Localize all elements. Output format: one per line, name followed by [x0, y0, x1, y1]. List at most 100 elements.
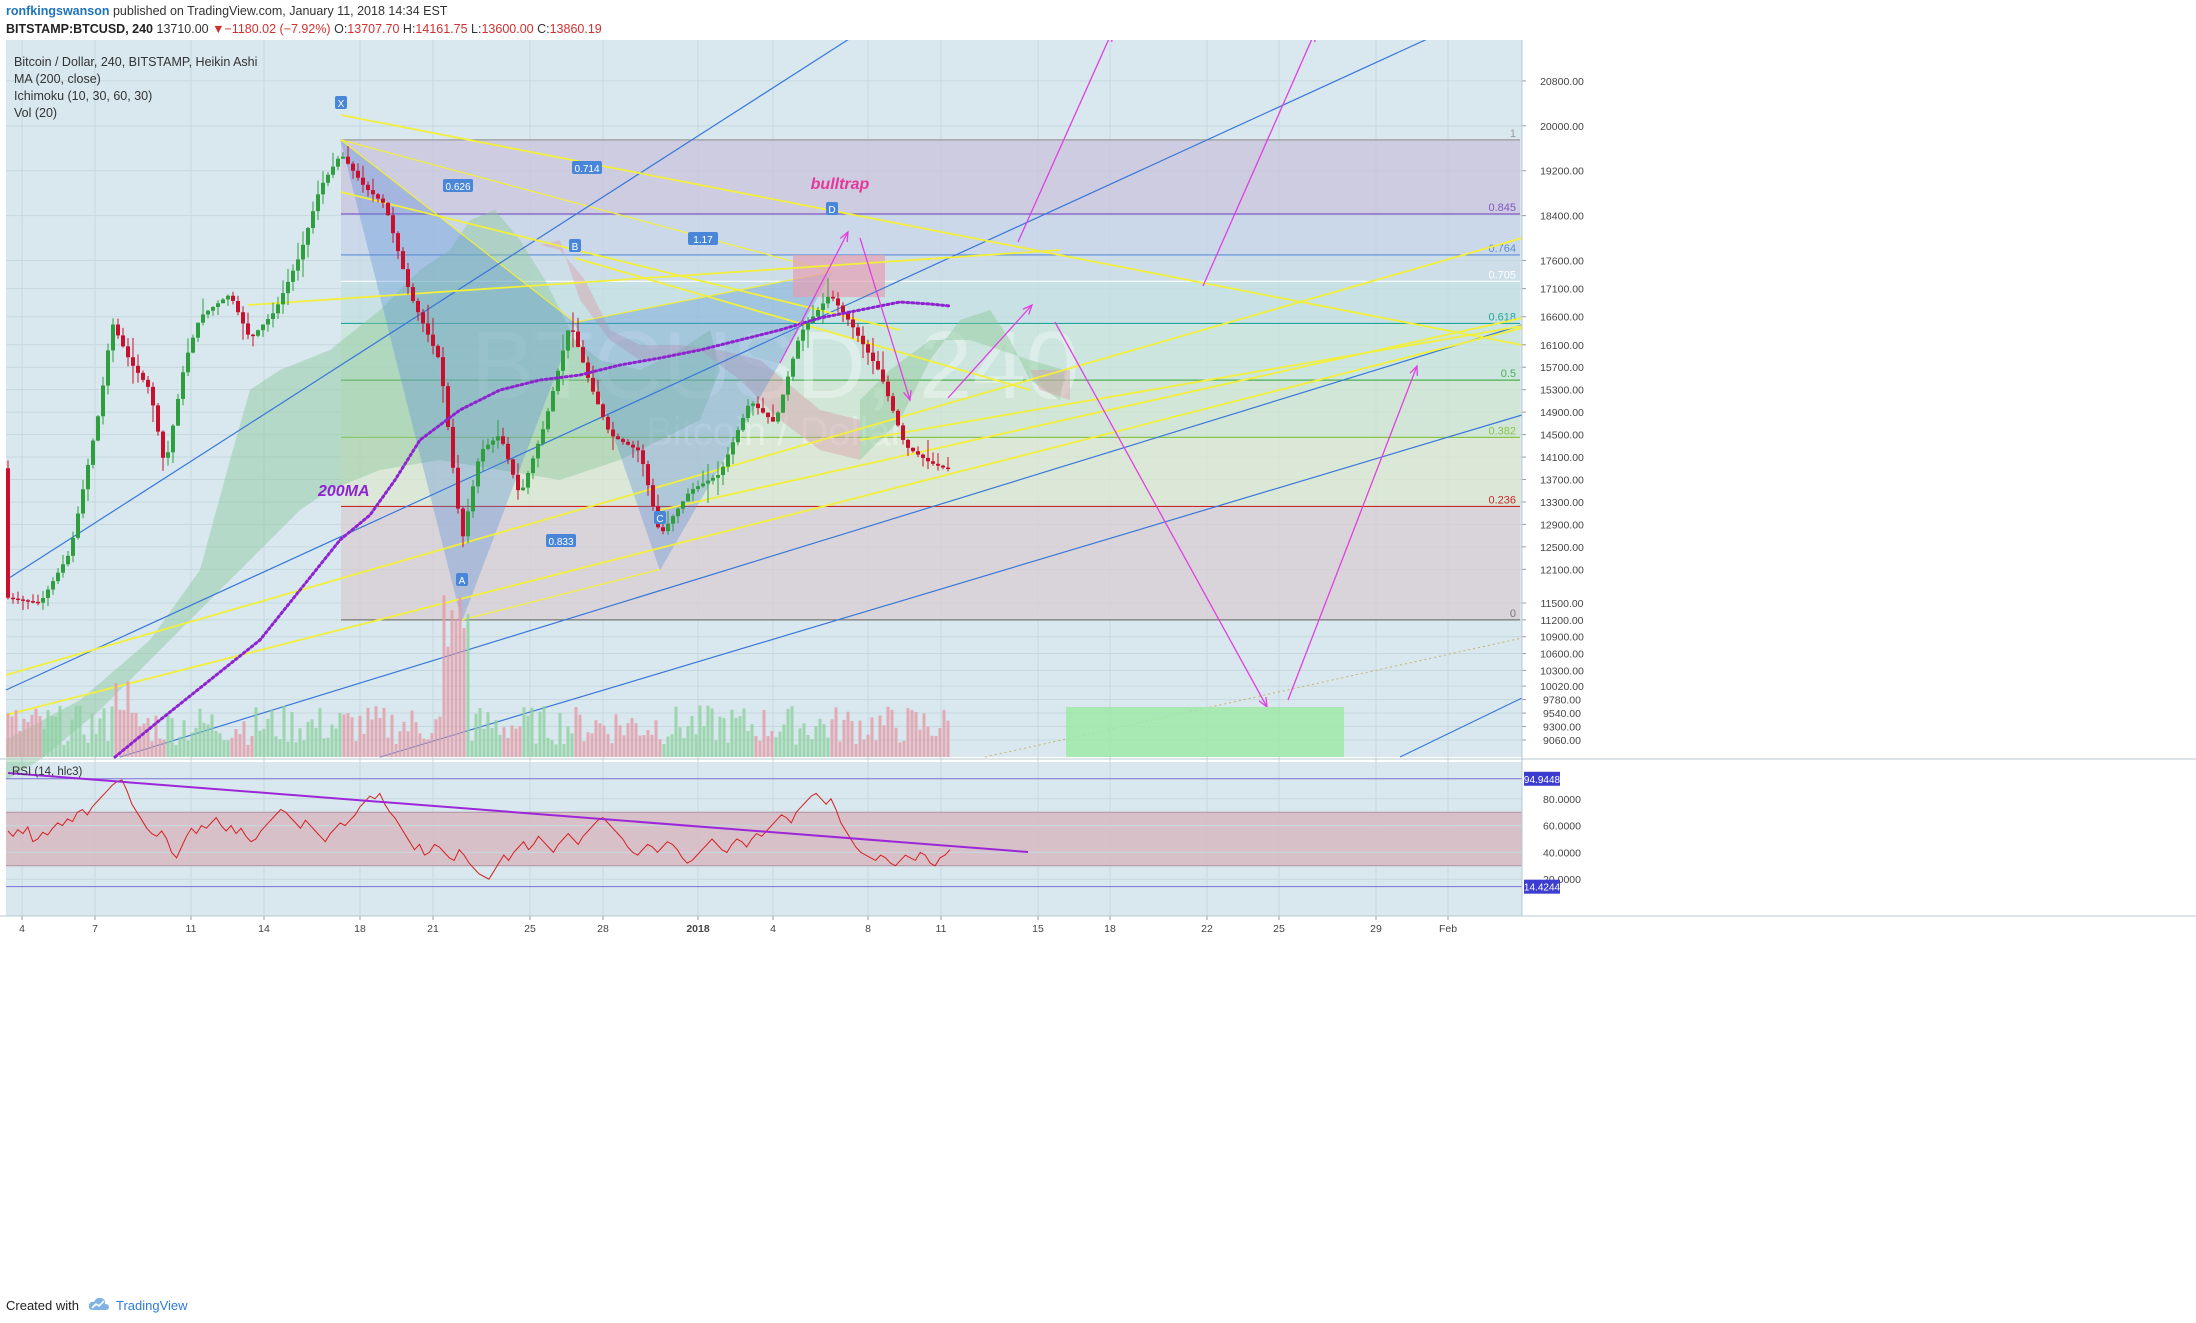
- rsi-marker-label: 14.4244: [1524, 883, 1561, 894]
- volume-bar: [650, 734, 654, 757]
- legend-vol[interactable]: Vol (20): [14, 106, 58, 120]
- arrow-shaft: [1054, 321, 1268, 708]
- price-chart[interactable]: 10.8450.7640.7050.6180.50.3820.2360BTCUS…: [0, 40, 2196, 1286]
- candle-body: [376, 194, 380, 199]
- volume-bar: [654, 720, 658, 757]
- time-axis-label: Feb: [1439, 923, 1457, 935]
- candle-body: [741, 417, 745, 431]
- volume-bar: [802, 723, 806, 757]
- candle-body: [776, 412, 780, 422]
- volume-bar: [422, 738, 426, 757]
- candle-body: [381, 198, 385, 203]
- close-value: 13860.19: [549, 22, 602, 36]
- volume-bar: [310, 719, 314, 757]
- volume-bar: [166, 712, 170, 757]
- volume-bar: [138, 726, 142, 757]
- volume-bar: [858, 720, 862, 757]
- volume-bar: [902, 740, 906, 757]
- arrow-shaft: [1017, 40, 1110, 243]
- volume-bar: [402, 721, 406, 757]
- candle-body: [291, 270, 295, 282]
- candle-body: [21, 599, 25, 601]
- fib-level-label: 0.382: [1488, 425, 1516, 437]
- candle-body: [451, 426, 455, 468]
- volume-bar: [782, 724, 786, 757]
- time-axis-label: 28: [597, 923, 609, 935]
- author-link[interactable]: ronfkingswanson: [6, 4, 110, 18]
- volume-bar: [518, 726, 522, 757]
- time-axis-label: 14: [258, 923, 270, 935]
- candle-body: [711, 477, 715, 481]
- time-axis-label: 4: [770, 923, 776, 935]
- candle-body: [181, 372, 185, 399]
- volume-bar: [454, 619, 458, 757]
- volume-bar: [106, 741, 110, 757]
- volume-bar: [722, 718, 726, 757]
- volume-bar: [694, 734, 698, 757]
- candle-body: [126, 346, 130, 358]
- volume-bar: [270, 710, 274, 757]
- tradingview-brand[interactable]: TradingView: [116, 1298, 188, 1313]
- volume-bar: [350, 717, 354, 757]
- candle-body: [941, 465, 945, 468]
- volume-bar: [134, 712, 138, 757]
- price-axis-label: 15300.00: [1540, 385, 1584, 397]
- volume-bar: [222, 740, 226, 757]
- volume-bar: [406, 731, 410, 757]
- volume-bar: [414, 722, 418, 757]
- candle-body: [901, 425, 905, 440]
- candle-body: [856, 327, 860, 336]
- fib-zone: [341, 213, 1520, 255]
- volume-bar: [10, 716, 14, 757]
- legend-title[interactable]: Bitcoin / Dollar, 240, BITSTAMP, Heikin …: [14, 55, 258, 69]
- price-axis-label: 16100.00: [1540, 340, 1584, 352]
- volume-bar: [6, 713, 10, 757]
- candle-body: [326, 174, 330, 183]
- volume-bar: [770, 730, 774, 757]
- candle-body: [881, 369, 885, 382]
- volume-bar: [594, 720, 598, 757]
- price-axis-label: 14500.00: [1540, 430, 1584, 442]
- candle-body: [261, 324, 265, 331]
- volume-bar: [794, 744, 798, 757]
- rsi-axis-label: 60.0000: [1543, 821, 1581, 833]
- channel-line: [119, 324, 1523, 758]
- candle-body: [906, 439, 910, 448]
- candle-body: [196, 322, 200, 338]
- candle-body: [526, 472, 530, 488]
- candle-body: [351, 163, 355, 171]
- candle-body: [521, 487, 525, 491]
- candle-body: [111, 324, 115, 351]
- candle-body: [6, 468, 10, 598]
- legend-ichimoku[interactable]: Ichimoku (10, 30, 60, 30): [14, 89, 153, 103]
- volume-bar: [586, 732, 590, 757]
- candle-body: [841, 305, 845, 313]
- channel-line: [5, 40, 1427, 691]
- volume-bar: [790, 706, 794, 757]
- price-axis-label: 17100.00: [1540, 284, 1584, 296]
- volume-bar: [750, 724, 754, 757]
- candle-body: [316, 194, 320, 212]
- time-axis-label: 11: [186, 923, 197, 935]
- volume-bar: [918, 729, 922, 757]
- volume-bar: [906, 708, 910, 757]
- candle-body: [96, 416, 100, 441]
- candle-body: [36, 601, 40, 604]
- candle-body: [416, 300, 420, 313]
- candle-body: [551, 391, 555, 412]
- candle-body: [771, 417, 775, 422]
- volume-bar: [258, 730, 262, 757]
- candle-body: [681, 501, 685, 509]
- volume-bar: [910, 710, 914, 757]
- volume-bar: [190, 732, 194, 757]
- candle-body: [616, 436, 620, 440]
- candle-body: [571, 330, 575, 332]
- legend-ma[interactable]: MA (200, close): [14, 72, 101, 86]
- volume-bar: [62, 744, 66, 757]
- arrow-shaft: [859, 237, 911, 401]
- candle-body: [436, 345, 440, 358]
- candle-body: [671, 516, 675, 524]
- candle-body: [651, 485, 655, 507]
- trend-line: [859, 325, 1523, 441]
- fib-level-label: 0.236: [1488, 494, 1516, 506]
